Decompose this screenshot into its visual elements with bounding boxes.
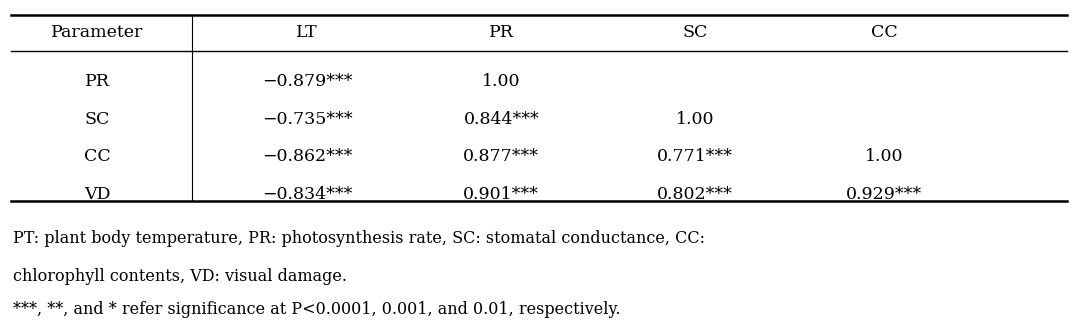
Text: 0.929***: 0.929***: [846, 186, 922, 203]
Text: PT: plant body temperature, PR: photosynthesis rate, SC: stomatal conductance, C: PT: plant body temperature, PR: photosyn…: [13, 230, 705, 247]
Text: 0.771***: 0.771***: [658, 148, 733, 165]
Text: 1.00: 1.00: [676, 111, 715, 128]
Text: LT: LT: [296, 24, 318, 41]
Text: PR: PR: [488, 24, 514, 41]
Text: PR: PR: [84, 73, 110, 90]
Text: 1.00: 1.00: [482, 73, 521, 90]
Text: 0.802***: 0.802***: [658, 186, 733, 203]
Text: −0.735***: −0.735***: [262, 111, 353, 128]
Text: Parameter: Parameter: [51, 24, 143, 41]
Text: −0.862***: −0.862***: [262, 148, 353, 165]
Text: CC: CC: [84, 148, 110, 165]
Text: −0.834***: −0.834***: [262, 186, 353, 203]
Text: SC: SC: [682, 24, 708, 41]
Text: 0.901***: 0.901***: [464, 186, 539, 203]
Text: 1.00: 1.00: [865, 148, 903, 165]
Text: SC: SC: [84, 111, 110, 128]
Text: CC: CC: [871, 24, 897, 41]
Text: −0.879***: −0.879***: [262, 73, 353, 90]
Text: 0.877***: 0.877***: [464, 148, 539, 165]
Text: 0.844***: 0.844***: [464, 111, 539, 128]
Text: chlorophyll contents, VD: visual damage.: chlorophyll contents, VD: visual damage.: [13, 268, 347, 285]
Text: VD: VD: [84, 186, 110, 203]
Text: ***, **, and * refer significance at P<0.0001, 0.001, and 0.01, respectively.: ***, **, and * refer significance at P<0…: [13, 301, 621, 318]
